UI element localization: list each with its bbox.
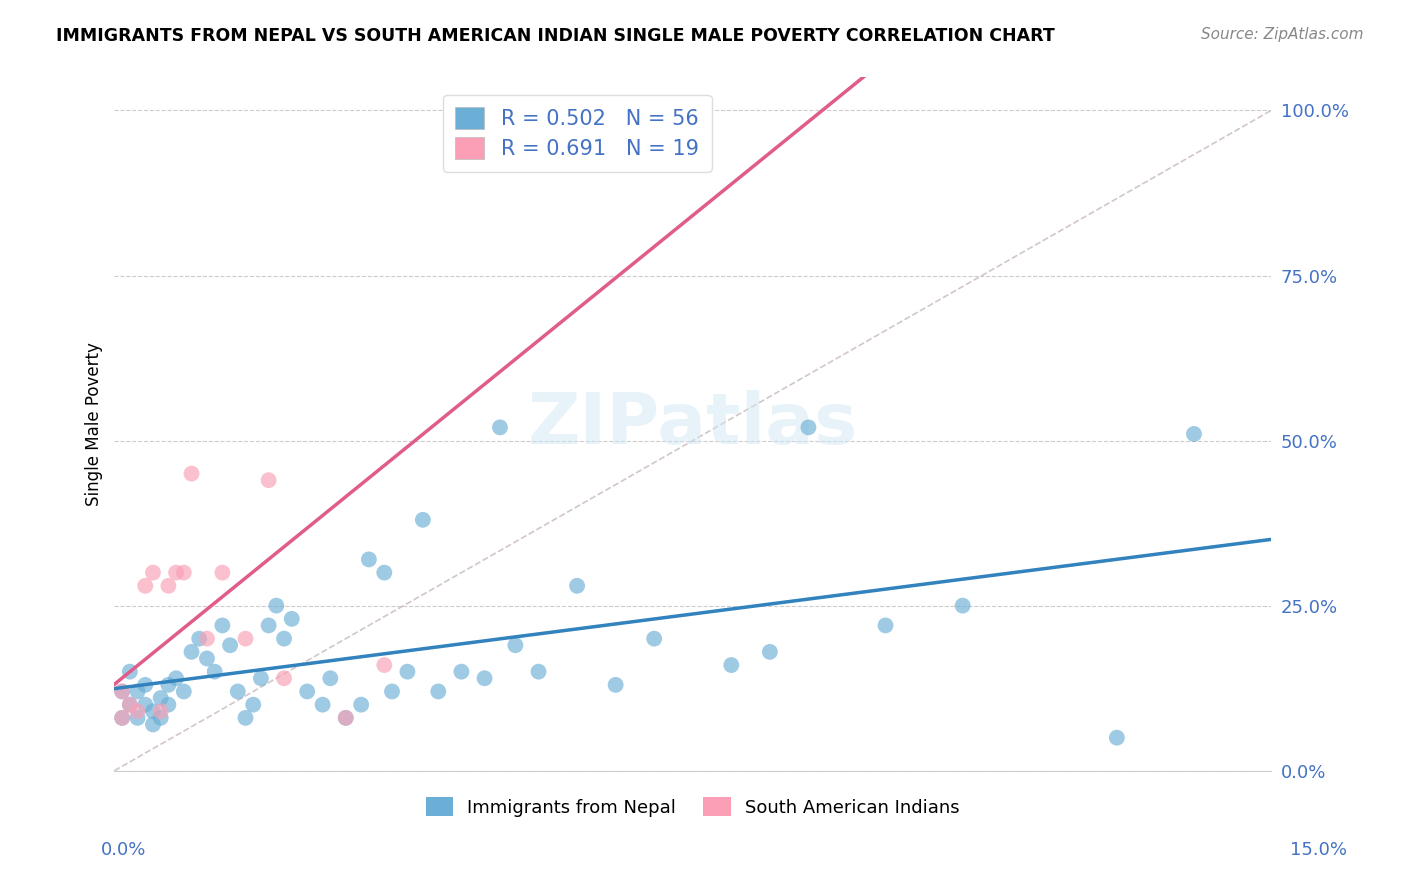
Point [427, 684, 450, 698]
Point [527, 665, 550, 679]
Point [335, 711, 357, 725]
Point [319, 671, 342, 685]
Point [489, 103, 512, 118]
Point [165, 566, 187, 580]
Point [489, 420, 512, 434]
Y-axis label: Single Male Poverty: Single Male Poverty [86, 343, 103, 506]
Point [142, 704, 165, 718]
Point [118, 698, 141, 712]
Text: IMMIGRANTS FROM NEPAL VS SOUTH AMERICAN INDIAN SINGLE MALE POVERTY CORRELATION C: IMMIGRANTS FROM NEPAL VS SOUTH AMERICAN … [56, 27, 1054, 45]
Point [952, 599, 974, 613]
Text: 0.0%: 0.0% [101, 840, 146, 858]
Point [111, 684, 134, 698]
Point [127, 684, 149, 698]
Point [173, 566, 195, 580]
Text: ZIPatlas: ZIPatlas [527, 390, 858, 458]
Point [505, 638, 527, 652]
Point [565, 579, 588, 593]
Point [373, 566, 395, 580]
Point [474, 671, 496, 685]
Point [295, 684, 318, 698]
Point [720, 658, 742, 673]
Point [242, 698, 264, 712]
Point [273, 671, 295, 685]
Point [357, 552, 380, 566]
Point [250, 671, 273, 685]
Point [118, 665, 141, 679]
Point [118, 698, 141, 712]
Point [257, 618, 280, 632]
Point [257, 473, 280, 487]
Point [273, 632, 295, 646]
Point [195, 632, 218, 646]
Point [605, 678, 627, 692]
Point [211, 566, 233, 580]
Point [1182, 427, 1205, 442]
Point [149, 711, 172, 725]
Point [134, 698, 156, 712]
Point [211, 618, 233, 632]
Text: Source: ZipAtlas.com: Source: ZipAtlas.com [1201, 27, 1364, 42]
Point [165, 671, 187, 685]
Point [149, 691, 172, 706]
Point [759, 645, 782, 659]
Point [266, 599, 288, 613]
Point [127, 711, 149, 725]
Point [396, 665, 419, 679]
Point [149, 704, 172, 718]
Point [188, 632, 211, 646]
Point [219, 638, 242, 652]
Legend: Immigrants from Nepal, South American Indians: Immigrants from Nepal, South American In… [419, 790, 967, 824]
Point [173, 684, 195, 698]
Point [643, 632, 665, 646]
Point [111, 684, 134, 698]
Text: 15.0%: 15.0% [1289, 840, 1347, 858]
Point [157, 579, 180, 593]
Point [134, 579, 156, 593]
Point [111, 711, 134, 725]
Point [142, 566, 165, 580]
Point [335, 711, 357, 725]
Point [134, 678, 156, 692]
Point [350, 698, 373, 712]
Point [157, 698, 180, 712]
Point [1105, 731, 1128, 745]
Point [235, 711, 257, 725]
Point [157, 678, 180, 692]
Point [311, 698, 333, 712]
Point [127, 704, 149, 718]
Point [281, 612, 304, 626]
Point [195, 651, 218, 665]
Point [204, 665, 226, 679]
Point [180, 645, 202, 659]
Point [180, 467, 202, 481]
Point [226, 684, 249, 698]
Point [412, 513, 434, 527]
Point [450, 665, 472, 679]
Point [875, 618, 897, 632]
Point [142, 717, 165, 731]
Point [235, 632, 257, 646]
Point [797, 420, 820, 434]
Point [373, 658, 395, 673]
Point [111, 711, 134, 725]
Point [381, 684, 404, 698]
